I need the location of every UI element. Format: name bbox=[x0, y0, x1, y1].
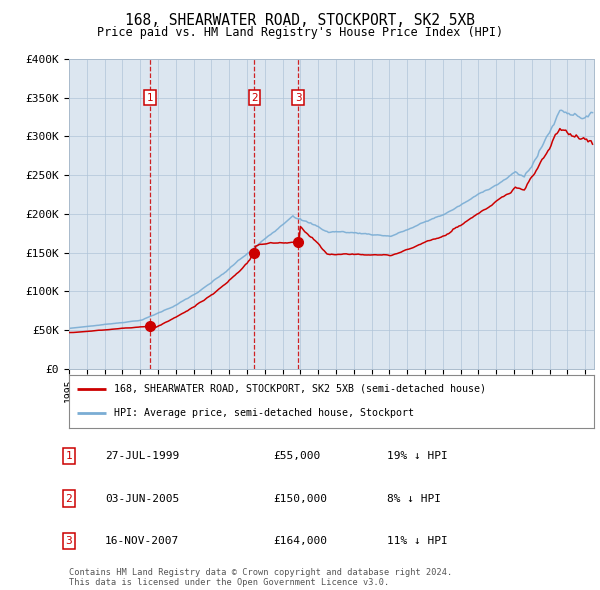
Text: £150,000: £150,000 bbox=[273, 494, 327, 503]
Text: 3: 3 bbox=[65, 536, 73, 546]
Text: 1: 1 bbox=[147, 93, 154, 103]
Text: 2: 2 bbox=[65, 494, 73, 503]
Text: HPI: Average price, semi-detached house, Stockport: HPI: Average price, semi-detached house,… bbox=[113, 408, 413, 418]
Text: 19% ↓ HPI: 19% ↓ HPI bbox=[387, 451, 448, 461]
Text: 16-NOV-2007: 16-NOV-2007 bbox=[105, 536, 179, 546]
Text: 168, SHEARWATER ROAD, STOCKPORT, SK2 5XB (semi-detached house): 168, SHEARWATER ROAD, STOCKPORT, SK2 5XB… bbox=[113, 384, 485, 394]
Text: 2: 2 bbox=[251, 93, 258, 103]
Text: 1: 1 bbox=[65, 451, 73, 461]
Text: 168, SHEARWATER ROAD, STOCKPORT, SK2 5XB: 168, SHEARWATER ROAD, STOCKPORT, SK2 5XB bbox=[125, 13, 475, 28]
Text: Contains HM Land Registry data © Crown copyright and database right 2024.
This d: Contains HM Land Registry data © Crown c… bbox=[69, 568, 452, 587]
Text: 27-JUL-1999: 27-JUL-1999 bbox=[105, 451, 179, 461]
Text: Price paid vs. HM Land Registry's House Price Index (HPI): Price paid vs. HM Land Registry's House … bbox=[97, 26, 503, 39]
Text: 8% ↓ HPI: 8% ↓ HPI bbox=[387, 494, 441, 503]
Text: £55,000: £55,000 bbox=[273, 451, 320, 461]
Text: £164,000: £164,000 bbox=[273, 536, 327, 546]
Text: 11% ↓ HPI: 11% ↓ HPI bbox=[387, 536, 448, 546]
Text: 03-JUN-2005: 03-JUN-2005 bbox=[105, 494, 179, 503]
Text: 3: 3 bbox=[295, 93, 302, 103]
